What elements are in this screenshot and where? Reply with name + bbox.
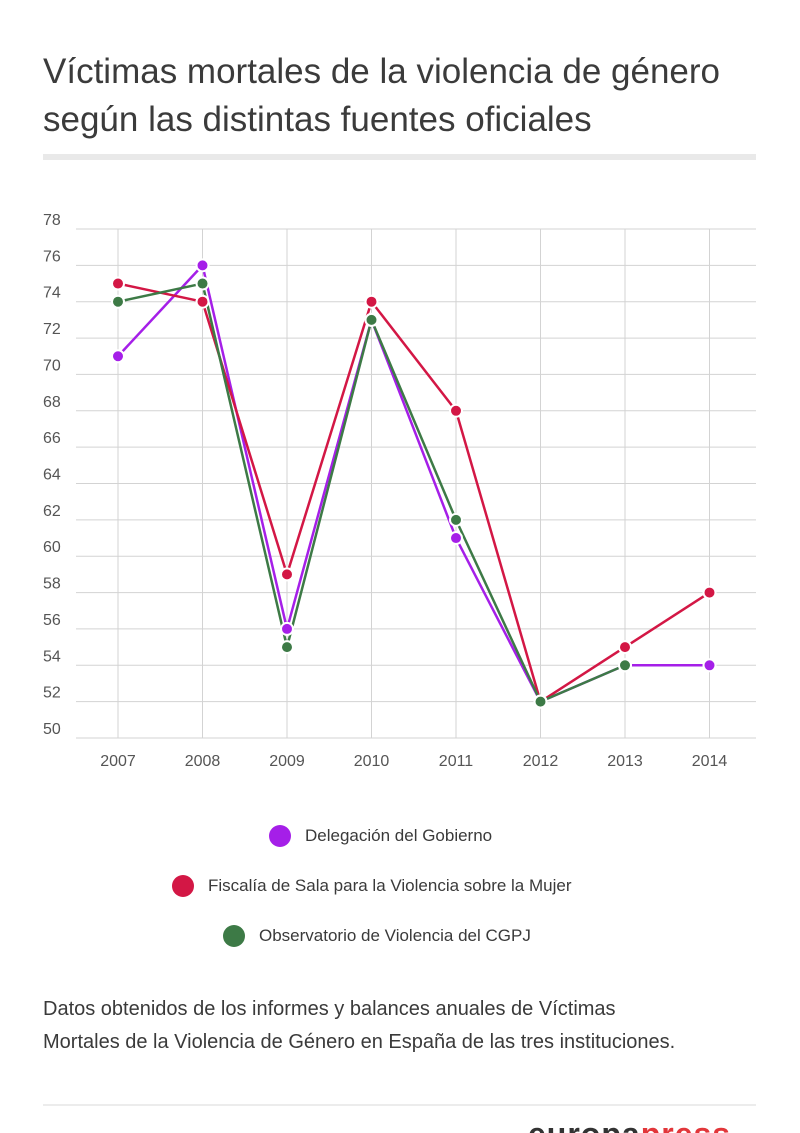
legend-item-observatorio: Observatorio de Violencia del CGPJ [223,925,531,947]
y-tick-label: 64 [43,467,61,484]
data-point-series-1 [195,258,210,273]
data-point-series-2 [449,403,463,418]
data-point-series-3 [533,694,548,709]
legend-marker-delegacion [269,825,291,847]
y-tick-label: 62 [43,503,61,520]
chart-title-line-2: según las distintas fuentes oficiales [43,100,592,139]
y-tick-label: 68 [43,394,61,411]
legend-marker-observatorio [223,925,245,947]
legend-marker-fiscalia [172,875,194,897]
data-point-series-3 [111,294,125,309]
y-tick-label: 60 [43,539,61,556]
data-point-series-2 [280,567,294,582]
y-tick-label: 70 [43,357,61,374]
title-divider [43,154,756,160]
y-tick-label: 54 [43,648,61,665]
y-tick-label: 66 [43,430,61,447]
data-point-series-3 [280,640,294,655]
y-tick-label: 74 [43,285,61,302]
x-tick-label: 2008 [185,753,221,770]
y-tick-label: 78 [43,212,61,229]
legend-item-delegacion: Delegación del Gobierno [269,825,492,847]
x-tick-label: 2012 [523,753,559,770]
data-point-series-3 [195,276,210,291]
logo-text-europa: europa [528,1118,641,1133]
x-tick-label: 2014 [692,753,728,770]
data-point-series-3 [449,512,463,527]
x-tick-label: 2007 [100,753,136,770]
data-point-series-1 [449,531,463,546]
chart-title-line-1: Víctimas mortales de la violencia de gén… [43,52,721,91]
data-point-series-3 [618,658,632,673]
x-tick-label: 2011 [439,753,474,770]
data-point-series-2 [364,294,379,309]
y-tick-label: 72 [43,321,61,338]
source-note: Datos obtenidos de los informes y balanc… [43,993,763,1059]
legend-label-fiscalia: Fiscalía de Sala para la Violencia sobre… [208,876,572,895]
data-point-series-2 [195,294,210,309]
data-point-series-1 [702,658,717,673]
data-point-series-2 [111,276,125,291]
x-tick-label: 2013 [607,753,643,770]
chart-title: Víctimas mortales de la violencia de gén… [43,48,763,144]
data-point-series-1 [111,349,125,364]
y-tick-label: 50 [43,721,61,738]
legend-item-fiscalia: Fiscalía de Sala para la Violencia sobre… [172,875,572,897]
x-tick-label: 2009 [269,753,305,770]
y-tick-label: 52 [43,685,61,702]
series-line-2 [117,282,711,703]
footer-divider [43,1104,756,1106]
data-point-series-2 [702,585,717,600]
europapress-logo: europapress [528,1118,731,1133]
legend-label-delegacion: Delegación del Gobierno [305,826,493,845]
data-point-series-2 [618,640,632,655]
y-tick-label: 76 [43,248,61,265]
line-chart: 50 52 54 56 58 60 62 64 66 68 70 72 74 76 78 2007 2008 20… [43,212,756,770]
legend-label-observatorio: Observatorio de Violencia del CGPJ [259,926,531,945]
logo-text-press: press [641,1118,731,1133]
y-tick-label: 58 [43,576,61,593]
source-note-line-2: Mortales de la Violencia de Género en Es… [43,1031,676,1053]
y-tick-label: 56 [43,612,61,629]
x-tick-label: 2010 [354,753,390,770]
source-note-line-1: Datos obtenidos de los informes y balanc… [43,998,616,1020]
data-point-series-3 [364,312,379,327]
data-point-series-1 [280,621,294,636]
